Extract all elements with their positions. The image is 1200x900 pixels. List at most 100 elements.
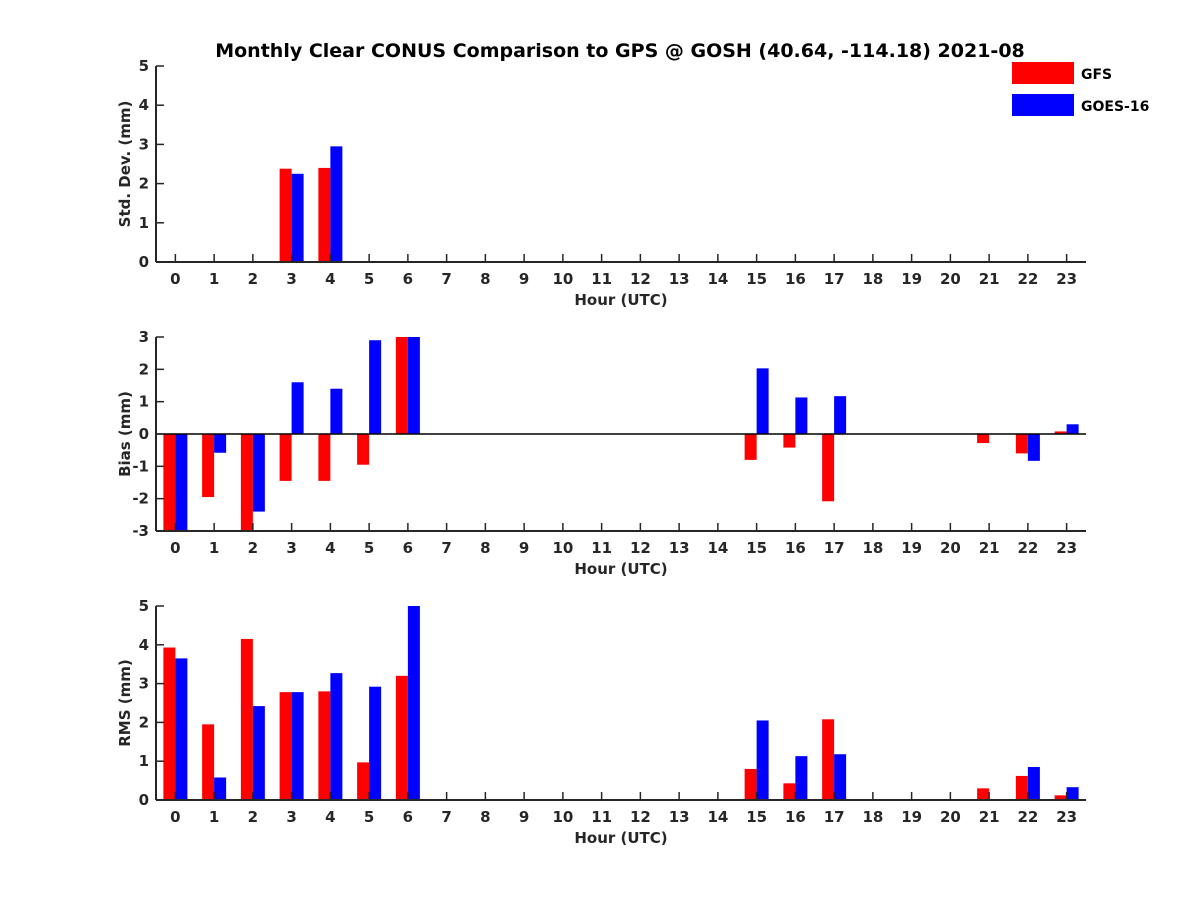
- bias-bar-gfs-hour-17: [822, 434, 835, 502]
- stddev-x-tick-label: 19: [901, 270, 922, 288]
- rms-x-tick-label: 11: [591, 808, 612, 826]
- rms-x-tick-label: 16: [785, 808, 806, 826]
- rms-bar-gfs-hour-16: [783, 783, 796, 800]
- bias-bar-goes16-hour-3: [291, 382, 304, 434]
- bias-y-tick-label: -2: [132, 490, 149, 508]
- bias-x-tick-label: 21: [979, 539, 1000, 557]
- rms-bar-goes16-hour-23: [1066, 787, 1079, 800]
- stddev-x-axis-label: Hour (UTC): [574, 291, 667, 309]
- rms-x-tick-label: 5: [364, 808, 374, 826]
- bias-bar-gfs-hour-5: [357, 434, 370, 465]
- bias-x-tick-label: 2: [248, 539, 258, 557]
- legend: GFS GOES-16: [1012, 62, 1149, 116]
- rms-x-tick-label: 6: [403, 808, 413, 826]
- stddev-bar-gfs-hour-3: [279, 168, 292, 262]
- bias-x-tick-label: 18: [862, 539, 883, 557]
- rms-bar-goes16-hour-6: [407, 606, 420, 800]
- bias-bar-gfs-hour-22: [1015, 434, 1028, 454]
- bias-bar-gfs-hour-3: [279, 434, 292, 481]
- bias-x-tick-label: 19: [901, 539, 922, 557]
- bias-bar-goes16-hour-2: [252, 434, 265, 512]
- bias-bar-gfs-hour-6: [395, 337, 408, 434]
- rms-x-tick-label: 14: [707, 808, 728, 826]
- rms-bar-gfs-hour-17: [822, 719, 835, 800]
- rms-bar-gfs-hour-23: [1054, 795, 1067, 800]
- stddev-x-tick-label: 5: [364, 270, 374, 288]
- stddev-y-tick-label: 5: [139, 57, 149, 75]
- bias-bar-gfs-hour-1: [202, 434, 215, 498]
- bias-bar-gfs-hour-23: [1054, 431, 1067, 434]
- stddev-x-tick-label: 13: [669, 270, 690, 288]
- bias-x-tick-label: 14: [707, 539, 728, 557]
- rms-x-tick-label: 15: [746, 808, 767, 826]
- bias-bar-goes16-hour-0: [175, 434, 188, 531]
- rms-x-tick-label: 20: [940, 808, 961, 826]
- bias-bar-goes16-hour-23: [1066, 424, 1079, 434]
- bias-bar-goes16-hour-15: [756, 368, 769, 434]
- stddev-x-tick-label: 0: [170, 270, 180, 288]
- rms-y-tick-label: 0: [139, 791, 149, 809]
- bias-y-axis-label: Bias (mm): [116, 391, 134, 477]
- stddev-x-tick-label: 1: [209, 270, 219, 288]
- stddev-x-tick-label: 4: [325, 270, 335, 288]
- bias-y-tick-label: 2: [139, 360, 149, 378]
- bias-bar-gfs-hour-2: [240, 434, 253, 531]
- rms-x-tick-label: 23: [1056, 808, 1077, 826]
- bias-bar-gfs-hour-21: [977, 434, 990, 444]
- stddev-x-tick-label: 10: [552, 270, 573, 288]
- bias-x-tick-label: 17: [824, 539, 845, 557]
- bias-bar-gfs-hour-0: [163, 434, 176, 531]
- rms-bar-gfs-hour-1: [202, 724, 215, 800]
- rms-x-tick-label: 8: [480, 808, 490, 826]
- rms-y-tick-label: 1: [139, 752, 149, 770]
- stddev-x-tick-label: 2: [248, 270, 258, 288]
- bias-bar-goes16-hour-1: [214, 434, 227, 453]
- stddev-x-tick-label: 12: [630, 270, 651, 288]
- rms-y-tick-label: 2: [139, 713, 149, 731]
- bias-x-tick-label: 8: [480, 539, 490, 557]
- stddev-bar-goes16-hour-4: [330, 146, 343, 262]
- bias-x-tick-label: 0: [170, 539, 180, 557]
- rms-x-tick-label: 4: [325, 808, 335, 826]
- bias-x-tick-label: 7: [441, 539, 451, 557]
- stddev-x-tick-label: 9: [519, 270, 529, 288]
- rms-x-tick-label: 1: [209, 808, 219, 826]
- bias-x-tick-label: 12: [630, 539, 651, 557]
- rms-bar-gfs-hour-15: [744, 768, 757, 800]
- bias-x-tick-label: 3: [286, 539, 296, 557]
- rms-x-tick-label: 19: [901, 808, 922, 826]
- rms-x-tick-label: 2: [248, 808, 258, 826]
- stddev-x-tick-label: 21: [979, 270, 1000, 288]
- rms-x-tick-label: 3: [286, 808, 296, 826]
- bias-x-tick-label: 6: [403, 539, 413, 557]
- bias-x-tick-label: 20: [940, 539, 961, 557]
- legend-swatch-gfs: [1012, 62, 1074, 84]
- rms-bar-gfs-hour-3: [279, 692, 292, 800]
- rms-x-tick-label: 13: [669, 808, 690, 826]
- stddev-x-tick-label: 11: [591, 270, 612, 288]
- stddev-x-tick-label: 6: [403, 270, 413, 288]
- stddev-x-tick-label: 20: [940, 270, 961, 288]
- bias-y-tick-label: -1: [132, 457, 149, 475]
- stddev-y-tick-label: 3: [139, 135, 149, 153]
- rms-y-tick-label: 5: [139, 597, 149, 615]
- bias-bar-goes16-hour-16: [795, 397, 808, 434]
- stddev-y-tick-label: 2: [139, 175, 149, 193]
- stddev-x-tick-label: 23: [1056, 270, 1077, 288]
- rms-x-tick-label: 21: [979, 808, 1000, 826]
- chart-title: Monthly Clear CONUS Comparison to GPS @ …: [215, 40, 1025, 62]
- rms-bar-gfs-hour-22: [1015, 775, 1028, 800]
- legend-swatch-goes16: [1012, 94, 1074, 116]
- bias-bar-gfs-hour-4: [318, 434, 331, 481]
- bias-bar-goes16-hour-4: [330, 388, 343, 434]
- rms-y-axis-label: RMS (mm): [116, 659, 134, 746]
- stddev-y-tick-label: 1: [139, 214, 149, 232]
- stddev-y-tick-label: 0: [139, 253, 149, 271]
- bias-x-tick-label: 22: [1017, 539, 1038, 557]
- rms-bar-goes16-hour-2: [252, 706, 265, 800]
- rms-x-tick-label: 17: [824, 808, 845, 826]
